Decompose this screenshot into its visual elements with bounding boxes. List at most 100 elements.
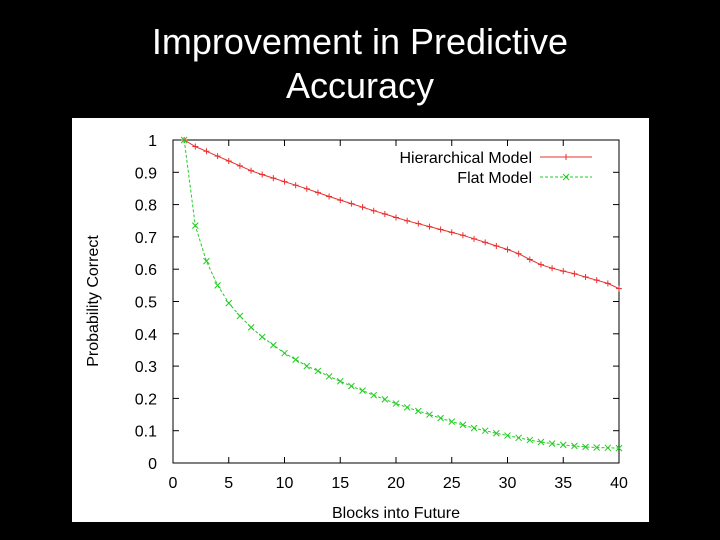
x-tick-label: 20 — [387, 475, 405, 492]
data-point-hierarchical-model — [526, 256, 533, 263]
data-point-hierarchical-model — [504, 246, 511, 253]
data-point-flat-model — [515, 434, 523, 442]
data-point-hierarchical-model — [348, 200, 355, 207]
data-point-hierarchical-model — [437, 226, 444, 233]
data-point-flat-model — [582, 443, 589, 451]
legend-label-flat-model: Flat Model — [457, 170, 532, 187]
y-tick-label: 0.2 — [135, 391, 157, 408]
data-point-flat-model — [571, 442, 578, 450]
y-tick-label: 0.9 — [135, 165, 157, 182]
data-point-hierarchical-model — [292, 182, 299, 189]
data-point-flat-model — [537, 438, 545, 446]
data-point-flat-model — [258, 333, 266, 341]
data-point-flat-model — [604, 444, 612, 452]
data-point-flat-model — [325, 373, 333, 380]
y-tick-label: 1 — [148, 133, 157, 150]
data-point-hierarchical-model — [393, 214, 399, 221]
data-point-hierarchical-model — [314, 189, 321, 196]
data-point-flat-model — [359, 387, 366, 395]
data-point-flat-model — [437, 414, 444, 422]
data-point-hierarchical-model — [214, 153, 221, 160]
data-point-flat-model — [370, 391, 378, 399]
data-point-flat-model — [426, 411, 433, 418]
data-point-hierarchical-model — [582, 273, 589, 280]
data-point-hierarchical-model — [593, 277, 600, 284]
plot-area-frame — [172, 139, 620, 464]
y-tick-label: 0.8 — [135, 198, 157, 215]
data-point-flat-model — [214, 281, 221, 289]
data-point-hierarchical-model — [203, 148, 210, 155]
series-line-hierarchical-model — [183, 139, 620, 290]
y-tick-label: 0.3 — [135, 359, 157, 376]
x-axis-label: Blocks into Future — [332, 505, 460, 522]
data-point-flat-model — [481, 427, 489, 435]
x-tick-label: 35 — [554, 475, 572, 492]
data-point-hierarchical-model — [281, 178, 288, 185]
chart-panel: 0 0.1 0.2 0.3 0.4 0.5 0.6 0.7 0.8 0.9 1 0 5 10 15 20 25… — [72, 118, 649, 522]
data-point-flat-model — [526, 436, 534, 444]
y-tick-label: 0.4 — [135, 327, 157, 344]
legend-marker-flat-model — [562, 173, 570, 181]
data-point-hierarchical-model — [571, 270, 578, 277]
data-point-hierarchical-model — [225, 157, 232, 164]
data-point-flat-model — [203, 257, 210, 265]
data-point-flat-model — [470, 424, 478, 432]
data-point-flat-model — [504, 432, 511, 439]
y-tick-label: 0.7 — [135, 230, 157, 247]
y-tick-label: 0.6 — [135, 262, 157, 279]
x-tick-label: 10 — [276, 475, 294, 492]
data-point-hierarchical-model — [549, 265, 556, 272]
data-point-hierarchical-model — [381, 210, 388, 217]
data-point-hierarchical-model — [482, 239, 489, 246]
data-point-flat-model — [348, 382, 355, 390]
data-point-hierarchical-model — [248, 167, 255, 174]
data-point-flat-model — [191, 222, 199, 229]
data-point-hierarchical-model — [426, 223, 433, 230]
data-point-hierarchical-model — [471, 235, 478, 242]
x-tick-label: 25 — [443, 475, 461, 492]
x-tick-label: 15 — [331, 475, 349, 492]
data-point-hierarchical-model — [270, 175, 277, 182]
data-point-flat-model — [292, 356, 300, 363]
y-tick-label: 0.5 — [135, 295, 157, 312]
x-axis: 0 5 10 15 20 25 30 35 40 — [169, 140, 628, 492]
data-point-flat-model — [269, 341, 277, 349]
x-tick-label: 5 — [224, 475, 233, 492]
data-point-flat-model — [180, 136, 188, 144]
data-point-flat-model — [303, 362, 311, 370]
data-point-flat-model — [236, 312, 244, 320]
data-point-hierarchical-model — [303, 185, 310, 192]
data-point-flat-model — [281, 349, 288, 357]
y-tick-label: 0.1 — [135, 424, 157, 441]
data-point-flat-model — [247, 323, 255, 331]
series-layer — [180, 136, 623, 452]
x-tick-label: 30 — [499, 475, 517, 492]
data-point-hierarchical-model — [459, 232, 466, 239]
line-chart: 0 0.1 0.2 0.3 0.4 0.5 0.6 0.7 0.8 0.9 1 0 5 10 15 20 25… — [85, 133, 628, 522]
data-point-hierarchical-model — [537, 261, 544, 268]
data-point-hierarchical-model — [404, 217, 411, 224]
data-point-flat-model — [492, 429, 500, 437]
slide-title-line-2: Accuracy — [285, 65, 435, 106]
data-point-flat-model — [548, 440, 556, 447]
x-tick-label: 40 — [610, 475, 628, 492]
data-point-hierarchical-model — [604, 280, 611, 287]
data-point-hierarchical-model — [616, 285, 622, 292]
data-point-hierarchical-model — [359, 204, 366, 211]
data-point-hierarchical-model — [415, 220, 422, 227]
data-point-flat-model — [336, 377, 344, 385]
x-tick-label: 0 — [169, 475, 178, 492]
data-point-hierarchical-model — [448, 229, 455, 236]
data-point-flat-model — [448, 418, 456, 426]
data-point-hierarchical-model — [259, 171, 266, 178]
slide-title: Improvement in Predictive Accuracy — [0, 20, 720, 108]
data-point-flat-model — [593, 444, 601, 451]
slide-title-line-1: Improvement in Predictive — [151, 21, 569, 62]
y-axis-label: Probability Correct — [85, 235, 102, 367]
legend-label-hierarchical-model: Hierarchical Model — [400, 150, 533, 167]
y-tick-label: 0 — [148, 456, 157, 473]
data-point-hierarchical-model — [236, 162, 243, 169]
data-point-flat-model — [392, 400, 400, 407]
legend-marker-hierarchical-model — [563, 154, 569, 160]
data-point-flat-model — [381, 396, 389, 403]
